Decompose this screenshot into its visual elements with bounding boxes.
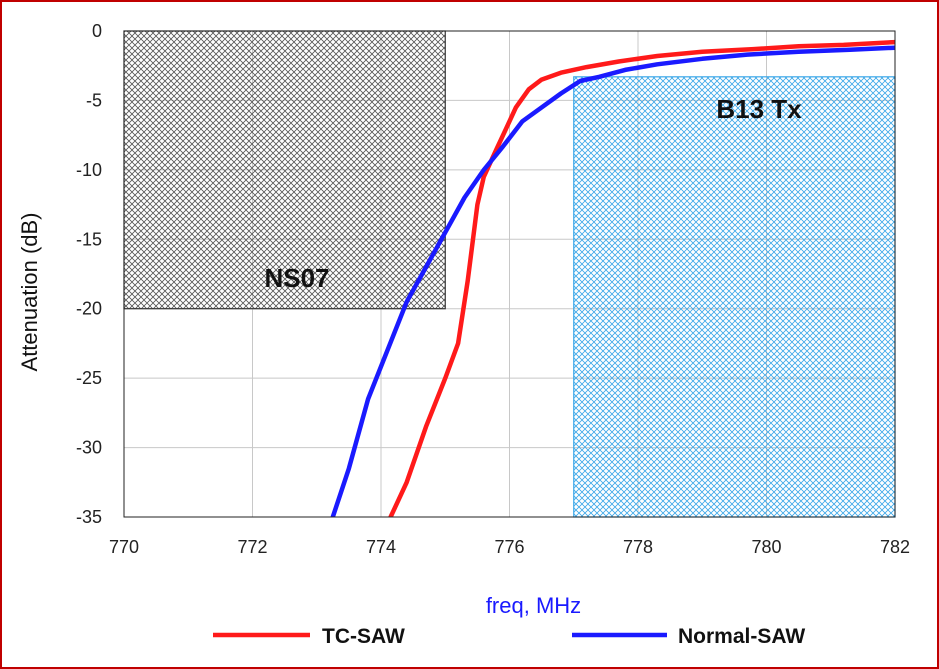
region-b13-tx: [573, 76, 896, 518]
x-tick-label: 770: [109, 537, 139, 557]
x-tick-label: 772: [237, 537, 267, 557]
legend-label-normal-saw: Normal-SAW: [678, 625, 805, 648]
y-tick-labels: 0 -5 -10 -15 -20 -25 -30 -35: [76, 21, 102, 527]
y-tick-label: -5: [86, 90, 102, 110]
series-line-tc-saw: [388, 39, 895, 517]
y-tick-label: -15: [76, 229, 102, 249]
x-tick-label: 782: [880, 537, 910, 557]
x-tick-label: 776: [494, 537, 524, 557]
plot-border: [123, 30, 896, 518]
y-tick-label: -25: [76, 368, 102, 388]
y-tick-label: -30: [76, 438, 102, 458]
regions: [123, 30, 896, 518]
y-axis-title: Attenuation (dB): [17, 213, 42, 372]
series: [330, 39, 895, 517]
region-ns07: [123, 30, 446, 310]
x-tick-label: 780: [751, 537, 781, 557]
x-tick-label: 778: [623, 537, 653, 557]
x-axis-title: freq, MHz: [486, 593, 581, 618]
x-tick-labels: 770 772 774 776 778 780 782: [109, 537, 910, 557]
y-tick-label: 0: [92, 21, 102, 41]
legend-label-tc-saw: TC-SAW: [322, 625, 405, 648]
y-tick-label: -35: [76, 507, 102, 527]
series-line-normal-saw: [330, 45, 895, 517]
y-tick-label: -10: [76, 160, 102, 180]
y-tick-label: -20: [76, 299, 102, 319]
region-label-b13-tx: B13 Tx: [716, 94, 802, 124]
region-label-ns07: NS07: [264, 263, 329, 293]
legend: TC-SAW Normal-SAW: [213, 625, 805, 648]
x-tick-label: 774: [366, 537, 396, 557]
